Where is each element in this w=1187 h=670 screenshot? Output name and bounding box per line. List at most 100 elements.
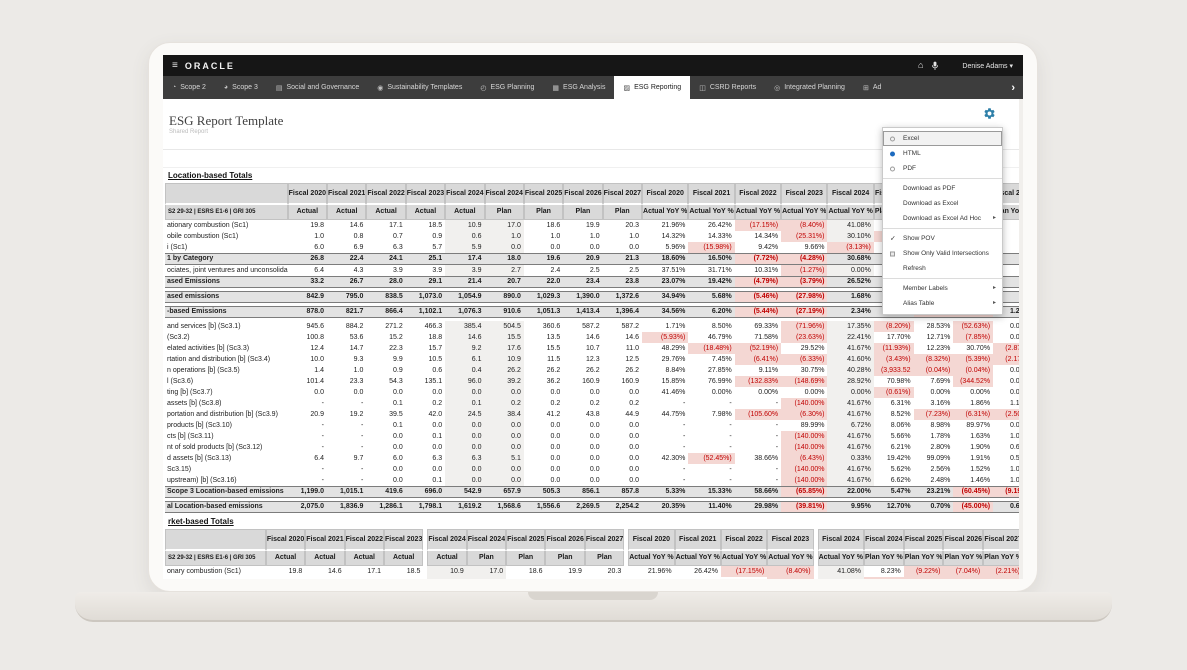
table-cell: 0.0 (393, 465, 403, 473)
row-label: rtation and distribution [b] (Sc3.4) (167, 355, 271, 363)
menu-item-label: Download as Excel (903, 200, 959, 207)
table-cell: 14.7 (349, 344, 364, 352)
table-cell: (4.79%) (734, 276, 782, 288)
menu-item-show-valid-intersections[interactable]: Show Only Valid Intersections (883, 246, 1002, 261)
table-cell: 14.33% (675, 577, 721, 580)
table-cell: 1.52% (970, 465, 991, 473)
section-heading-market-based: rket-based Totals (168, 517, 234, 526)
menu-item-export-excel[interactable]: Excel (883, 131, 1002, 146)
header-year: Fiscal 2021 (688, 183, 735, 205)
table-row: elated activities [b] (Sc3.3) 12.4 14.7 22.… (165, 343, 1023, 354)
row-label: and services [b] (Sc3.1) (167, 322, 241, 330)
table-cell: 5.33% (642, 486, 689, 498)
tab-esg-reporting[interactable]: ▨ ESG Reporting (614, 76, 691, 99)
home-icon[interactable]: ⌂ (917, 60, 924, 70)
tab-sustainability-templates[interactable]: ◉ Sustainability Templates (368, 76, 471, 99)
table-cell: 9.7 (353, 454, 364, 462)
header-scenario: Actual YoY % (781, 205, 828, 220)
tab-esg-planning[interactable]: ◴ ESG Planning (471, 76, 543, 99)
table-cell: 22.4 (327, 253, 367, 265)
menu-item-label: Download as Excel Ad Hoc (903, 215, 982, 222)
row-label: nt of sold products [b] (Sc3.12) (167, 443, 263, 451)
table-cell: 23.8 (602, 276, 643, 288)
microphone-icon[interactable] (931, 61, 939, 71)
table-cell: 6.3 (445, 453, 485, 464)
table-cell: 21.96% (661, 221, 686, 229)
header-year: Fiscal 2027 (983, 529, 1023, 551)
menu-item-alias-table[interactable]: Alias Table ▸ (883, 296, 1002, 311)
menu-item-label: Member Labels (903, 285, 948, 292)
table-cell: 33.2 (287, 276, 328, 288)
gear-settings-icon[interactable] (983, 107, 996, 120)
table-cell: 1.0 (506, 577, 545, 580)
table-cell: 11.5 (547, 355, 561, 363)
menu-item-label: Alias Table (903, 300, 935, 307)
table-cell: 19.42% (886, 454, 911, 462)
menu-item-export-html[interactable]: HTML (883, 146, 1002, 161)
section-heading-location-based: Location-based Totals (168, 171, 253, 180)
table-cell: 69.33% (754, 322, 779, 330)
tab-csrd-reports[interactable]: ◫ CSRD Reports (690, 76, 765, 99)
table-cell: - (775, 443, 779, 451)
table-cell: 17.1 (389, 221, 403, 229)
table-cell: 12.23% (926, 344, 951, 352)
table-cell: 10.5 (428, 355, 443, 363)
header-scenario: Actual YoY % (642, 205, 689, 220)
table-cell: 26.42% (694, 567, 718, 575)
menu-item-export-pdf[interactable]: PDF (883, 161, 1002, 176)
menu-item-download-excel-adhoc[interactable]: Download as Excel Ad Hoc ▸ (883, 211, 1002, 226)
row-label: ting [b] (Sc3.7) (167, 388, 213, 396)
table-cell: 1,390.0 (563, 291, 603, 303)
tab-ad[interactable]: ⊞ Ad (854, 76, 890, 99)
table-cell: 13.5 (546, 333, 561, 341)
app-grid-icon[interactable] (947, 62, 954, 69)
table-cell: 36.2 (546, 377, 561, 385)
table-cell: 22.00% (827, 486, 874, 498)
table-cell: 22.0 (523, 276, 564, 288)
table-cell: 0.0 (589, 421, 600, 429)
table-row: obile combustion (Sc1)1.00.80.70.90.61.0… (165, 577, 1023, 579)
table-cell: 2.7 (484, 265, 524, 276)
tab-social-and-governance[interactable]: ▤ Social and Governance (267, 76, 368, 99)
table-cell: 6.62% (890, 476, 911, 484)
menu-item-member-labels[interactable]: Member Labels ▸ (883, 281, 1002, 296)
tab-overflow-chevron-icon[interactable]: › (1011, 81, 1015, 94)
menu-item-download-excel[interactable]: Download as Excel (883, 196, 1002, 211)
user-menu[interactable]: Denise Adams ▾ (962, 62, 1013, 70)
row-label: (Sc3.2) (167, 333, 190, 341)
table-cell: 1.0 (484, 231, 524, 242)
menu-item-download-pdf[interactable]: Download as PDF (883, 181, 1002, 196)
header-label-blank (165, 183, 288, 205)
tab-integrated-planning[interactable]: ◎ Integrated Planning (765, 76, 854, 99)
menu-item-show-pov[interactable]: ✓ Show POV (883, 231, 1002, 246)
tab-scope-3[interactable]: ◕ Scope 3 (215, 76, 267, 99)
vertical-scrollbar[interactable] (1019, 99, 1023, 579)
table-cell: 6.1 (445, 354, 485, 365)
menu-item-refresh[interactable]: Refresh (883, 261, 1002, 276)
table-cell: (3.13%) (827, 242, 874, 253)
table-cell: 2.34% (827, 306, 874, 318)
table-cell: 419.6 (366, 486, 406, 498)
radio-selected-icon (890, 151, 895, 156)
table-cell: 9.95% (827, 501, 874, 513)
row-gap (165, 303, 1023, 306)
row-label: -based Emissions (165, 306, 288, 318)
tab-esg-analysis[interactable]: ▦ ESG Analysis (543, 76, 614, 99)
header-year: Fiscal 2022 (734, 183, 782, 205)
table-cell: - (321, 399, 325, 407)
table-cell: 1.14% (1009, 399, 1023, 407)
table-cell: (140.00% (781, 431, 828, 442)
header-scenario: Actual (405, 205, 446, 220)
hamburger-menu-icon[interactable]: ≡ (172, 59, 178, 71)
table-cell: (7.72%) (734, 253, 782, 265)
table-cell: 28.53% (926, 322, 951, 330)
table-cell: 7.69% (930, 377, 951, 385)
menu-item-label: Show POV (903, 235, 935, 242)
table-cell: (8.20%) (873, 321, 914, 332)
table-cell: (27.98%) (781, 291, 828, 303)
table-cell: 0.7 (393, 232, 403, 240)
table-cell: 43.8 (586, 410, 600, 418)
table-cell: (4.28%) (781, 253, 828, 265)
tab-scope-2[interactable]: ◔ Scope 2 (163, 76, 215, 99)
table-cell: 14.6 (349, 221, 364, 229)
